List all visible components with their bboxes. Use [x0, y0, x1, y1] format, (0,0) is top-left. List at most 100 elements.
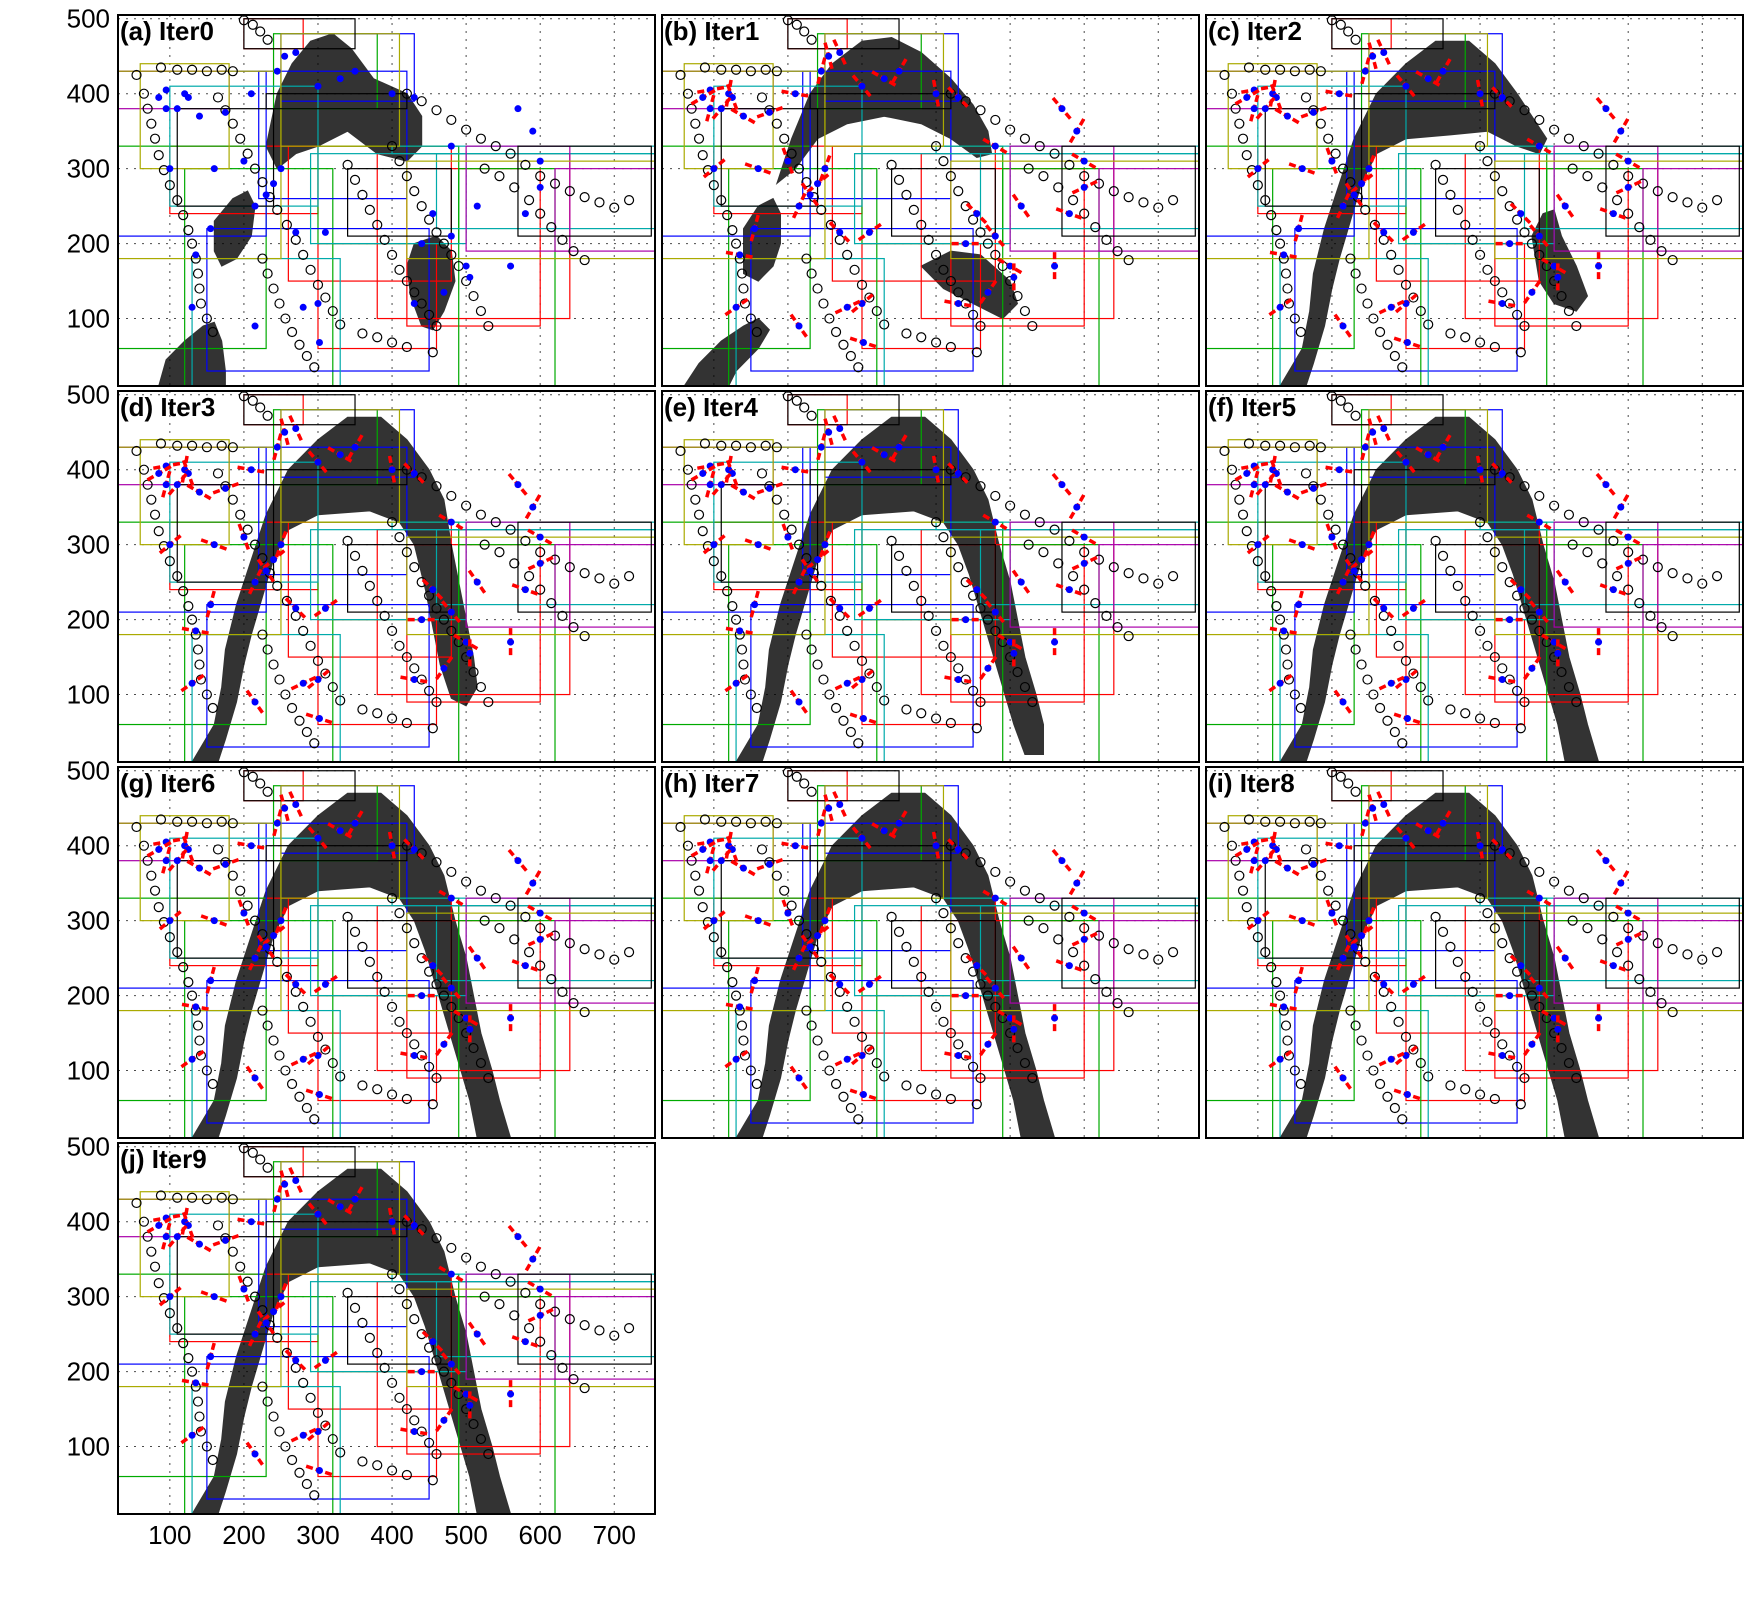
enrolled-point — [1498, 845, 1506, 853]
enrolled-point — [1065, 586, 1073, 594]
enrolled-point — [973, 586, 981, 594]
enrolled-point — [821, 541, 829, 549]
enrolled-point — [155, 845, 163, 853]
candidate-point — [690, 870, 701, 881]
candidate-point — [1304, 64, 1315, 75]
candidate-point — [1005, 500, 1016, 511]
enrolled-point — [536, 1285, 544, 1293]
candidate-point — [799, 402, 810, 413]
window-box — [1294, 604, 1518, 748]
y-tick-label: 500 — [67, 1132, 110, 1162]
enrolled-point — [247, 1218, 255, 1226]
candidate-point — [1350, 644, 1361, 655]
candidate-point — [194, 1411, 205, 1422]
enrolled-point — [514, 1233, 522, 1241]
enrolled-point — [336, 1203, 344, 1211]
candidate-point — [262, 644, 273, 655]
enrolled-point — [536, 909, 544, 917]
candidate-point — [849, 264, 860, 275]
enrolled-point — [247, 842, 255, 850]
candidate-point — [272, 204, 283, 215]
enrolled-point — [281, 804, 289, 812]
candidate-point — [564, 186, 575, 197]
candidate-point — [227, 66, 238, 77]
candidate-point — [1519, 481, 1530, 492]
candidate-point — [1252, 556, 1263, 567]
enrolled-point — [1295, 225, 1303, 233]
enrolled-point — [466, 1401, 474, 1409]
candidate-point — [871, 1057, 882, 1069]
enrolled-point — [529, 879, 537, 887]
enrolled-point — [410, 845, 418, 853]
candidate-point — [342, 911, 353, 922]
candidate-point — [446, 249, 457, 260]
candidate-point — [779, 133, 790, 144]
candidate-point — [1489, 1027, 1500, 1039]
enrolled-point — [273, 819, 281, 827]
enrolled-point — [825, 804, 833, 812]
enrolled-point — [262, 191, 270, 199]
candidate-point — [468, 1418, 479, 1430]
candidate-point — [693, 885, 705, 896]
candidate-point — [1549, 124, 1560, 135]
candidate-point — [1360, 204, 1371, 215]
enrolled-point — [314, 1428, 322, 1436]
candidate-point — [1241, 526, 1252, 537]
enrolled-point — [1339, 954, 1347, 962]
enrolled-point — [1361, 67, 1369, 75]
candidate-point — [475, 1057, 487, 1069]
enrolled-point — [717, 105, 725, 113]
enrolled-point — [1506, 240, 1514, 248]
enrolled-point — [162, 857, 170, 865]
candidate-point — [1315, 118, 1326, 129]
candidate-point — [1597, 558, 1608, 569]
candidate-point — [357, 1080, 368, 1091]
candidate-point — [908, 580, 919, 591]
candidate-point — [427, 1099, 438, 1110]
candidate-point — [1652, 562, 1663, 573]
candidate-point — [216, 440, 227, 451]
candidate-point — [1282, 1035, 1293, 1046]
panel-title: (d) Iter3 — [120, 392, 215, 422]
candidate-point — [1556, 290, 1567, 302]
candidate-point — [349, 926, 361, 937]
candidate-point — [825, 219, 836, 230]
candidate-point — [305, 1016, 316, 1027]
candidate-point — [697, 902, 708, 913]
candidate-point — [1534, 1001, 1545, 1012]
candidate-point — [1623, 208, 1634, 219]
candidate-point — [1337, 915, 1349, 926]
candidate-point — [722, 210, 733, 221]
window-box — [1494, 536, 1743, 636]
candidate-point — [172, 947, 183, 958]
candidate-point — [1652, 938, 1663, 949]
candidate-point — [1482, 908, 1493, 919]
window-box — [280, 785, 401, 899]
candidate-point — [535, 171, 546, 182]
enrolled-point — [858, 676, 866, 684]
candidate-point — [564, 1314, 575, 1325]
candidate-point — [930, 893, 942, 904]
candidate-point — [716, 816, 727, 827]
enrolled-point — [529, 503, 537, 511]
candidate-point — [131, 445, 142, 457]
candidate-point — [579, 192, 590, 203]
candidate-point — [207, 1078, 218, 1090]
candidate-point — [1482, 156, 1493, 167]
candidate-point — [523, 571, 535, 582]
candidate-point — [1519, 696, 1530, 708]
candidate-point — [468, 666, 479, 678]
enrolled-point — [192, 1379, 200, 1387]
candidate-point — [423, 309, 435, 320]
candidate-point — [1335, 771, 1346, 782]
candidate-point — [1563, 133, 1575, 144]
candidate-point — [401, 341, 412, 353]
candidate-point — [1374, 1078, 1386, 1090]
enrolled-point — [270, 556, 278, 564]
enrolled-point — [1624, 909, 1632, 917]
enrolled-point — [1358, 180, 1366, 188]
candidate-point — [791, 395, 802, 406]
window-box — [206, 228, 430, 372]
enrolled-point — [1006, 638, 1014, 646]
candidate-point — [386, 337, 398, 348]
